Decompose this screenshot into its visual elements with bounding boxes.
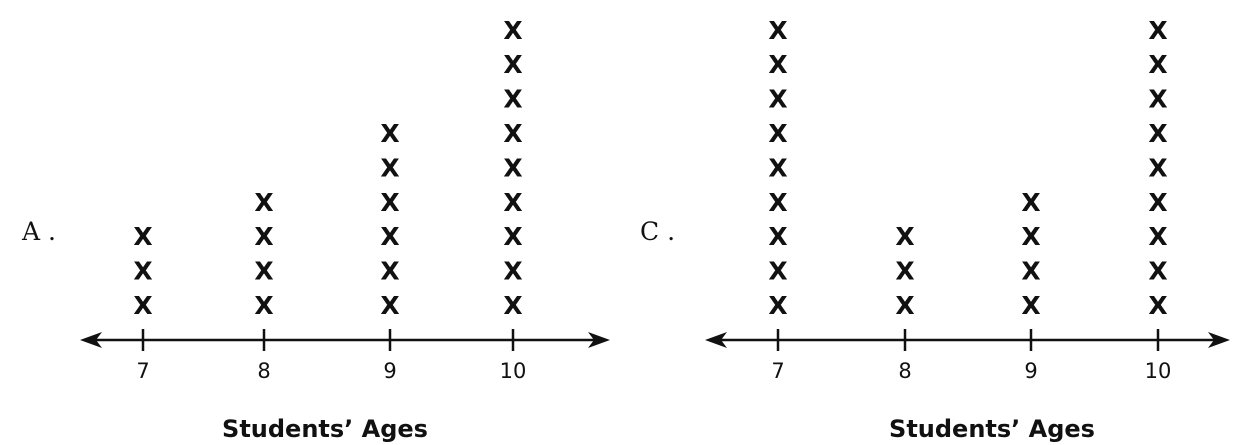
data-mark-10-6: X bbox=[1148, 119, 1167, 148]
data-mark-10-4: X bbox=[1148, 188, 1167, 217]
data-mark-9-3: X bbox=[1021, 222, 1040, 251]
data-mark-8-3: X bbox=[895, 222, 914, 251]
data-mark-7-2: X bbox=[768, 257, 787, 286]
data-mark-7-5: X bbox=[768, 153, 787, 182]
left-arrowhead bbox=[80, 332, 102, 348]
data-mark-10-6: X bbox=[503, 119, 522, 148]
data-mark-10-4: X bbox=[503, 188, 522, 217]
data-mark-8-1: X bbox=[895, 291, 914, 320]
data-mark-7-4: X bbox=[768, 188, 787, 217]
data-mark-10-2: X bbox=[503, 257, 522, 286]
data-mark-10-9: X bbox=[1148, 16, 1167, 45]
right-arrowhead bbox=[588, 332, 610, 348]
data-mark-9-6: X bbox=[380, 119, 399, 148]
data-mark-10-7: X bbox=[1148, 85, 1167, 114]
data-mark-7-6: X bbox=[768, 119, 787, 148]
data-mark-10-8: X bbox=[1148, 50, 1167, 79]
data-mark-9-2: X bbox=[1021, 257, 1040, 286]
data-mark-9-2: X bbox=[380, 257, 399, 286]
data-mark-10-1: X bbox=[503, 291, 522, 320]
data-mark-8-2: X bbox=[895, 257, 914, 286]
axis-title: Students’ Ages bbox=[222, 415, 428, 443]
data-mark-10-5: X bbox=[503, 153, 522, 182]
data-mark-10-9: X bbox=[503, 16, 522, 45]
option-label: A . bbox=[21, 217, 56, 246]
left-arrowhead bbox=[705, 332, 727, 348]
data-mark-7-9: X bbox=[768, 16, 787, 45]
data-mark-9-4: X bbox=[380, 188, 399, 217]
data-mark-8-1: X bbox=[254, 291, 273, 320]
data-mark-9-5: X bbox=[380, 153, 399, 182]
data-mark-8-4: X bbox=[254, 188, 273, 217]
tick-label-7: 7 bbox=[771, 359, 784, 383]
data-mark-9-1: X bbox=[380, 291, 399, 320]
data-mark-10-5: X bbox=[1148, 153, 1167, 182]
tick-label-9: 9 bbox=[383, 359, 396, 383]
tick-label-7: 7 bbox=[136, 359, 149, 383]
data-mark-10-3: X bbox=[1148, 222, 1167, 251]
data-mark-10-1: X bbox=[1148, 291, 1167, 320]
data-mark-8-2: X bbox=[254, 257, 273, 286]
axis-title: Students’ Ages bbox=[889, 415, 1095, 443]
line-plot-a: A .7XXX8XXXX9XXXXXX10XXXXXXXXXStudents’ … bbox=[21, 16, 610, 443]
data-mark-9-4: X bbox=[1021, 188, 1040, 217]
data-mark-7-1: X bbox=[768, 291, 787, 320]
tick-label-8: 8 bbox=[257, 359, 270, 383]
data-mark-7-1: X bbox=[133, 291, 152, 320]
data-mark-7-8: X bbox=[768, 50, 787, 79]
line-plot-c: C .7XXXXXXXXX8XXX9XXXX10XXXXXXXXXStudent… bbox=[640, 16, 1230, 443]
data-mark-7-2: X bbox=[133, 257, 152, 286]
data-mark-10-2: X bbox=[1148, 257, 1167, 286]
tick-label-9: 9 bbox=[1024, 359, 1037, 383]
data-mark-7-3: X bbox=[768, 222, 787, 251]
data-mark-7-3: X bbox=[133, 222, 152, 251]
tick-label-10: 10 bbox=[1145, 359, 1172, 383]
data-mark-10-7: X bbox=[503, 85, 522, 114]
data-mark-10-8: X bbox=[503, 50, 522, 79]
option-label: C . bbox=[640, 217, 675, 246]
right-arrowhead bbox=[1208, 332, 1230, 348]
data-mark-9-1: X bbox=[1021, 291, 1040, 320]
data-mark-7-7: X bbox=[768, 85, 787, 114]
tick-label-10: 10 bbox=[500, 359, 527, 383]
tick-label-8: 8 bbox=[898, 359, 911, 383]
data-mark-10-3: X bbox=[503, 222, 522, 251]
data-mark-8-3: X bbox=[254, 222, 273, 251]
data-mark-9-3: X bbox=[380, 222, 399, 251]
